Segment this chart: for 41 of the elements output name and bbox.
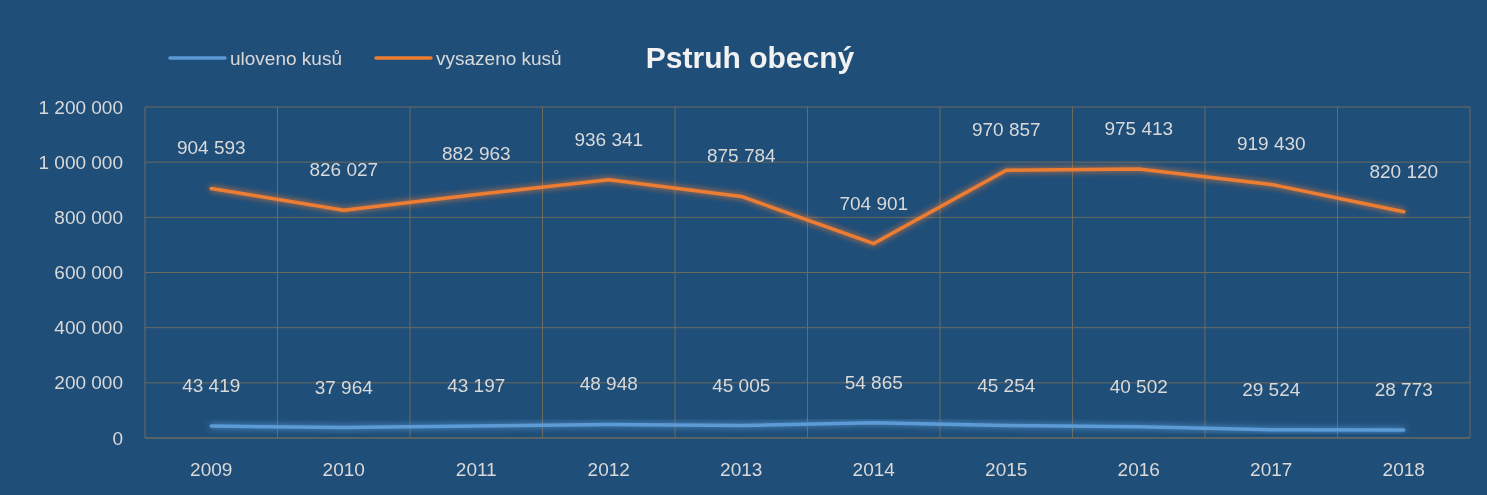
data-label: 904 593 (176, 137, 246, 159)
data-label: 40 502 (1109, 375, 1168, 397)
data-label: 704 901 (839, 192, 909, 214)
data-label: 826 027 (309, 159, 379, 181)
y-tick-label: 0 (112, 427, 123, 449)
data-label: 48 948 (579, 373, 638, 395)
x-tick-label: 2011 (455, 459, 497, 480)
data-label: 919 430 (1236, 133, 1306, 155)
y-tick-label: 400 000 (54, 317, 123, 339)
data-label: 54 865 (844, 371, 903, 393)
x-tick-label: 2012 (587, 459, 630, 480)
chart-title: Pstruh obecný (645, 40, 855, 74)
x-tick-label: 2017 (1250, 459, 1293, 480)
data-label: 970 857 (971, 119, 1041, 141)
data-label: 28 773 (1374, 379, 1433, 401)
data-label: 882 963 (441, 143, 511, 165)
data-label: 37 964 (314, 376, 374, 398)
data-label: 45 005 (712, 374, 771, 396)
y-tick-label: 800 000 (54, 206, 123, 228)
y-tick-label: 200 000 (54, 372, 123, 394)
x-tick-label: 2010 (322, 459, 365, 480)
x-tick-label: 2015 (985, 459, 1028, 480)
x-tick-label: 2009 (190, 459, 233, 480)
data-label: 936 341 (574, 128, 644, 150)
legend-label: uloveno kusů (230, 47, 342, 69)
y-tick-label: 600 000 (54, 262, 123, 284)
y-tick-label: 1 000 000 (38, 151, 123, 173)
data-label: 875 784 (706, 145, 777, 167)
legend-label: vysazeno kusů (436, 47, 562, 69)
x-tick-label: 2013 (720, 459, 763, 480)
x-tick-label: 2018 (1382, 459, 1425, 480)
x-tick-label: 2016 (1117, 459, 1160, 480)
data-label: 45 254 (977, 374, 1036, 396)
y-tick-label: 1 200 000 (38, 96, 123, 118)
data-label: 43 419 (182, 375, 241, 397)
data-label: 820 120 (1369, 160, 1439, 182)
data-label: 29 524 (1242, 378, 1301, 400)
x-tick-label: 2014 (852, 459, 896, 480)
data-label: 43 197 (447, 375, 506, 397)
line-series (209, 421, 1406, 432)
data-label: 975 413 (1104, 117, 1174, 139)
